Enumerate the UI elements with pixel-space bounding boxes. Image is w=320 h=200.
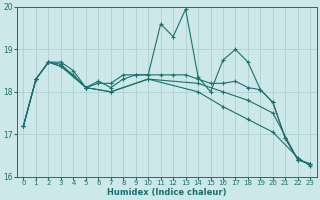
X-axis label: Humidex (Indice chaleur): Humidex (Indice chaleur) xyxy=(107,188,227,197)
